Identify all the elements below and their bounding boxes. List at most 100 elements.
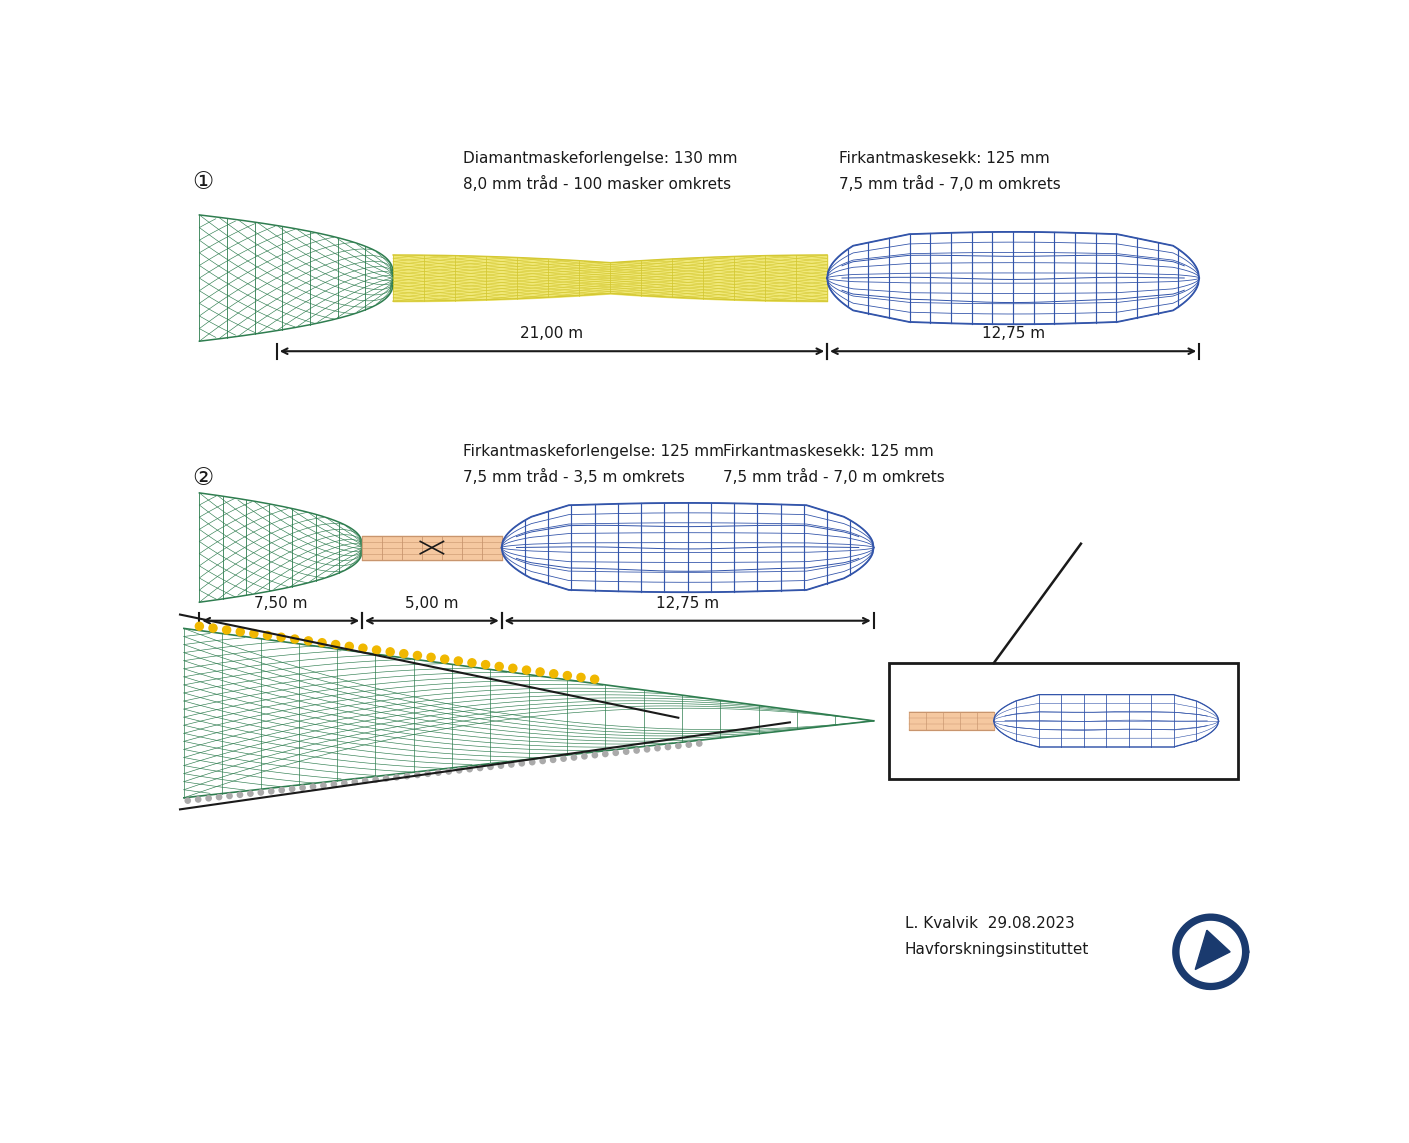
Circle shape: [342, 781, 347, 785]
Circle shape: [572, 754, 576, 760]
Circle shape: [540, 759, 545, 764]
Circle shape: [331, 640, 340, 648]
Circle shape: [400, 649, 407, 657]
Text: Diamantmaskeforlengelse: 130 mm: Diamantmaskeforlengelse: 130 mm: [464, 151, 737, 166]
Circle shape: [644, 746, 650, 752]
Circle shape: [447, 769, 451, 774]
Circle shape: [413, 652, 421, 660]
Circle shape: [519, 761, 524, 766]
Circle shape: [249, 630, 258, 638]
Circle shape: [561, 756, 566, 761]
Circle shape: [321, 783, 325, 788]
Circle shape: [300, 785, 306, 791]
Circle shape: [478, 766, 483, 770]
Circle shape: [686, 742, 692, 748]
Circle shape: [482, 661, 489, 669]
Circle shape: [223, 626, 231, 634]
Text: ①: ①: [193, 170, 214, 194]
Circle shape: [237, 628, 244, 636]
Circle shape: [304, 637, 313, 645]
Circle shape: [279, 788, 285, 793]
Circle shape: [535, 668, 544, 676]
Circle shape: [331, 782, 337, 786]
Circle shape: [523, 666, 531, 674]
Circle shape: [290, 636, 299, 644]
Circle shape: [468, 658, 476, 666]
FancyBboxPatch shape: [889, 663, 1239, 778]
Circle shape: [466, 767, 472, 772]
Text: 7,5 mm tråd - 7,0 m omkrets: 7,5 mm tråd - 7,0 m omkrets: [723, 469, 944, 485]
Circle shape: [509, 762, 514, 767]
Text: Havforskningsinstituttet: Havforskningsinstituttet: [905, 942, 1089, 957]
Circle shape: [582, 753, 588, 759]
Circle shape: [263, 631, 272, 639]
Text: 12,75 m: 12,75 m: [657, 596, 719, 610]
Circle shape: [499, 764, 503, 768]
Circle shape: [603, 751, 607, 757]
Circle shape: [495, 663, 503, 671]
Text: 5,00 m: 5,00 m: [406, 596, 458, 610]
Text: 7,50 m: 7,50 m: [254, 596, 307, 610]
Circle shape: [530, 760, 535, 765]
Circle shape: [655, 745, 661, 751]
Circle shape: [509, 664, 517, 672]
Circle shape: [373, 777, 378, 782]
Text: 12,75 m: 12,75 m: [982, 326, 1044, 342]
Circle shape: [435, 770, 441, 775]
Circle shape: [278, 633, 285, 641]
Text: Firkantmaskeforlengelse: 125 mm: Firkantmaskeforlengelse: 125 mm: [464, 443, 724, 458]
Text: ②: ②: [193, 466, 214, 490]
Circle shape: [196, 622, 203, 630]
Circle shape: [590, 676, 599, 684]
Circle shape: [624, 749, 628, 754]
Text: 7,5 mm tråd - 7,0 m omkrets: 7,5 mm tråd - 7,0 m omkrets: [838, 176, 1061, 192]
Text: 7,5 mm tråd - 3,5 m omkrets: 7,5 mm tråd - 3,5 m omkrets: [464, 469, 685, 485]
Circle shape: [196, 797, 201, 802]
Text: 8,0 mm tråd - 100 masker omkrets: 8,0 mm tråd - 100 masker omkrets: [464, 176, 731, 192]
Text: 21,00 m: 21,00 m: [520, 326, 583, 342]
Circle shape: [592, 752, 597, 758]
Circle shape: [395, 775, 399, 780]
Polygon shape: [1181, 921, 1241, 982]
Circle shape: [227, 793, 232, 799]
Circle shape: [185, 798, 190, 804]
Circle shape: [665, 744, 671, 750]
Circle shape: [564, 672, 572, 680]
Circle shape: [441, 655, 448, 663]
Circle shape: [457, 768, 462, 773]
Polygon shape: [1174, 914, 1248, 989]
Circle shape: [634, 748, 640, 753]
Circle shape: [359, 645, 366, 653]
Circle shape: [454, 657, 462, 665]
Circle shape: [352, 780, 358, 784]
Circle shape: [488, 765, 493, 769]
Circle shape: [209, 624, 217, 632]
Circle shape: [386, 648, 395, 656]
Circle shape: [310, 784, 316, 790]
Circle shape: [383, 776, 389, 781]
Circle shape: [550, 670, 558, 678]
Circle shape: [613, 750, 619, 756]
Circle shape: [404, 774, 410, 778]
Circle shape: [427, 654, 435, 662]
Polygon shape: [1195, 930, 1230, 969]
Text: Firkantmaskesekk: 125 mm: Firkantmaskesekk: 125 mm: [723, 443, 933, 458]
Circle shape: [269, 789, 273, 794]
Circle shape: [372, 646, 380, 654]
Circle shape: [426, 772, 431, 776]
Circle shape: [258, 790, 263, 796]
Text: L. Kvalvik  29.08.2023: L. Kvalvik 29.08.2023: [905, 916, 1075, 930]
Circle shape: [362, 778, 368, 783]
Circle shape: [206, 796, 211, 801]
Circle shape: [576, 673, 585, 681]
Circle shape: [289, 786, 294, 792]
Circle shape: [237, 792, 242, 798]
Text: Firkantmaskesekk: 125 mm: Firkantmaskesekk: 125 mm: [838, 151, 1050, 166]
Circle shape: [318, 639, 325, 647]
Circle shape: [345, 642, 354, 650]
Circle shape: [676, 743, 681, 749]
Circle shape: [217, 794, 221, 800]
Circle shape: [696, 741, 702, 746]
Circle shape: [551, 757, 555, 762]
Circle shape: [414, 773, 420, 777]
